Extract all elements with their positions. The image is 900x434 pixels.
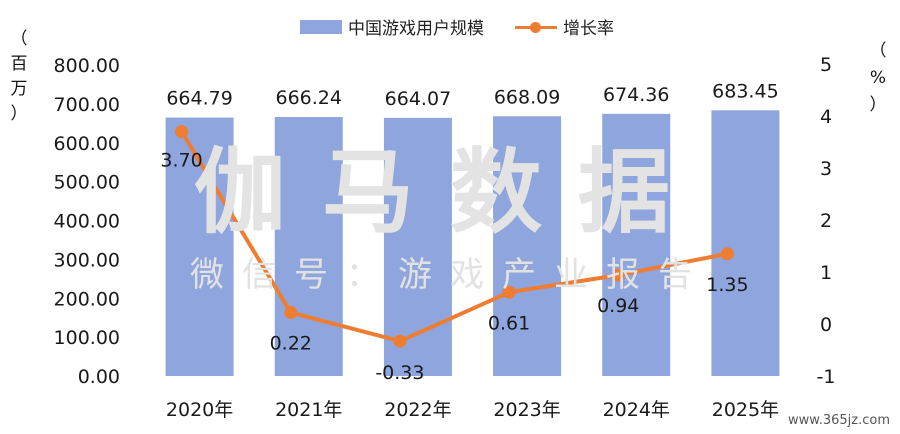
left-axis-tick-label: 300.00 xyxy=(54,249,120,271)
right-unit-char: ） xyxy=(869,95,887,115)
right-axis-tick-label: 3 xyxy=(820,158,832,180)
bar xyxy=(602,113,671,376)
line-point xyxy=(720,247,734,261)
line-point xyxy=(502,285,516,299)
growth-line xyxy=(179,129,730,344)
left-axis-tick-label: 500.00 xyxy=(54,172,120,194)
right-axis-tick-label: 4 xyxy=(820,106,832,128)
x-axis-tick-label: 2025年 xyxy=(712,399,779,421)
left-unit-char: ） xyxy=(10,104,28,124)
bar-data-label: 664.07 xyxy=(385,88,451,110)
left-axis-tick-label: 400.00 xyxy=(54,211,120,233)
site-footer: www.365jz.com xyxy=(788,413,890,428)
bar xyxy=(383,117,452,377)
left-axis-tick-label: 800.00 xyxy=(54,55,120,77)
line-point xyxy=(611,268,625,282)
bar xyxy=(493,116,562,376)
right-axis-tick-label: 2 xyxy=(820,210,832,232)
line-data-label: 1.35 xyxy=(706,274,748,296)
right-axis-tick-label: -1 xyxy=(817,366,836,388)
right-axis-tick-label: 5 xyxy=(820,54,832,76)
bar xyxy=(711,110,780,377)
bar-data-label: 666.24 xyxy=(276,87,342,109)
bar-data-label: 668.09 xyxy=(494,86,560,108)
line-point xyxy=(284,306,298,320)
right-axis-tick-label: 1 xyxy=(820,262,832,284)
legend-bar-swatch xyxy=(300,19,342,34)
bar xyxy=(274,116,343,376)
left-unit-char: （ xyxy=(10,29,28,49)
x-axis-tick-label: 2021年 xyxy=(275,399,342,421)
left-axis-tick-label: 100.00 xyxy=(54,327,120,349)
bar-data-label: 664.79 xyxy=(166,88,232,110)
bar-data-label: 674.36 xyxy=(603,84,669,106)
x-axis-tick-label: 2020年 xyxy=(166,399,233,421)
line-data-label: 0.22 xyxy=(270,333,312,355)
legend-item-growth: 增长率 xyxy=(515,14,614,39)
left-axis-tick-label: 700.00 xyxy=(54,94,120,116)
x-axis-tick-label: 2024年 xyxy=(603,399,670,421)
right-axis-unit: （ % ） xyxy=(866,42,890,115)
legend-item-users: 中国游戏用户规模 xyxy=(300,14,484,39)
left-axis-unit: （ 百 万 ） xyxy=(8,30,30,124)
legend: 中国游戏用户规模 增长率 xyxy=(0,14,900,39)
left-axis-tick-label: 600.00 xyxy=(54,133,120,155)
legend-line-swatch xyxy=(515,20,557,34)
legend-label-growth: 增长率 xyxy=(563,19,614,39)
line-data-label: 0.61 xyxy=(488,312,530,334)
left-axis-tick-label: 200.00 xyxy=(54,288,120,310)
right-unit-char: % xyxy=(869,68,887,88)
left-unit-char: 万 xyxy=(10,79,28,99)
right-axis-tick-label: 0 xyxy=(820,314,832,336)
x-axis-tick-label: 2022年 xyxy=(384,399,451,421)
line-data-label: 0.94 xyxy=(597,295,639,317)
legend-label-users: 中国游戏用户规模 xyxy=(348,19,484,39)
line-data-label: 3.70 xyxy=(160,150,202,172)
left-unit-char: 百 xyxy=(10,54,28,74)
bar-data-label: 683.45 xyxy=(712,80,778,102)
line-point xyxy=(175,125,189,139)
x-axis-tick-label: 2023年 xyxy=(493,399,560,421)
line-data-label: -0.33 xyxy=(375,362,424,384)
right-unit-char: （ xyxy=(869,41,887,61)
left-axis-tick-label: 0.00 xyxy=(78,366,120,388)
line-point xyxy=(393,334,407,348)
